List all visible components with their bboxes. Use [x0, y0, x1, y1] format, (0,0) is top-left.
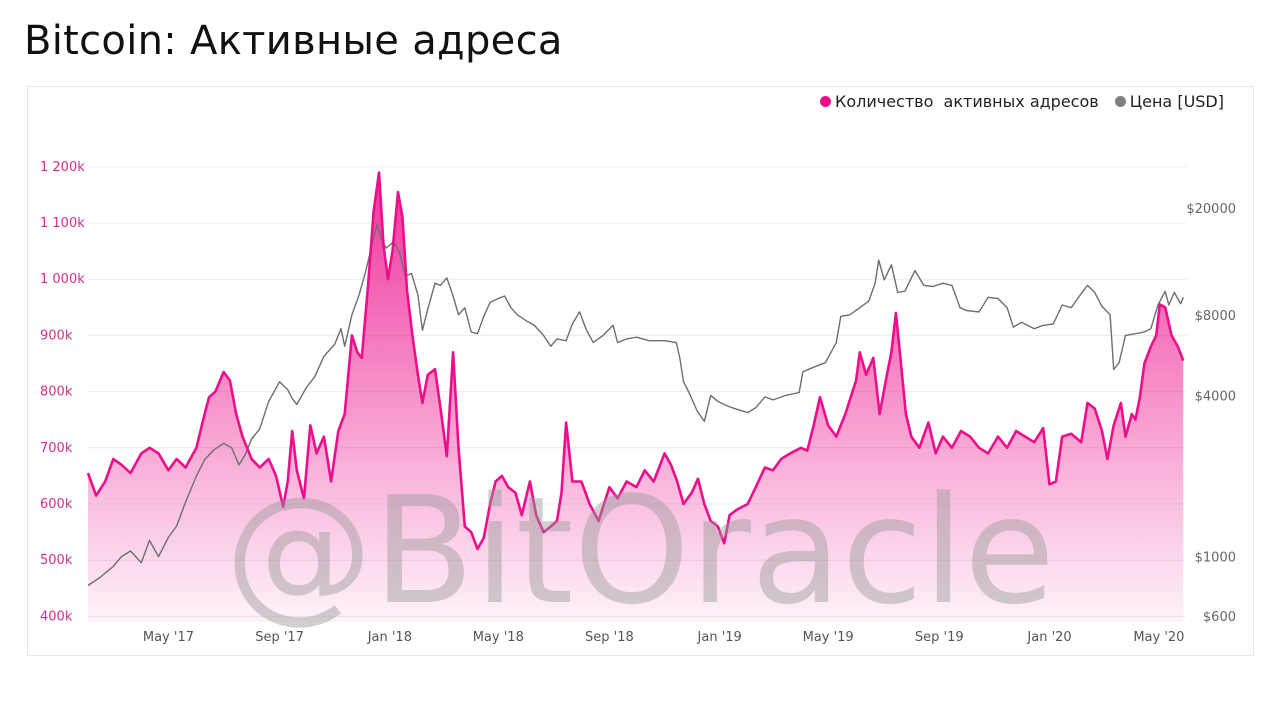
legend-label-active-addresses: Количество активных адресов [834, 92, 1099, 111]
left-axis-tick-label: 500k [40, 553, 73, 568]
right-y-axis: $600 $1000 $4000 $8000 $20000 [1186, 202, 1236, 625]
active-addresses-line [86, 171, 1185, 551]
right-axis-tick-label: $8000 [1195, 309, 1236, 324]
x-axis: May '17 Sep '17 Jan '18 May '18 Sep '18 Jan '… [143, 630, 1185, 645]
legend-label-price: Цена [USD] [1129, 92, 1224, 111]
right-axis-tick-label: $4000 [1195, 389, 1236, 404]
left-y-axis: 400k 500k 600k 700k 800k 900k 1 000k 1 100k 1 20… [40, 160, 85, 625]
watermark: @BitOracle [225, 465, 1055, 637]
right-axis-tick-label: $1000 [1195, 551, 1236, 566]
right-axis-tick-label: $20000 [1186, 202, 1236, 217]
left-axis-tick-label: 1 000k [40, 272, 85, 287]
left-axis-tick-label: 400k [40, 609, 73, 624]
legend: Количество активных адресов Цена [USD] [819, 92, 1224, 111]
left-axis-tick-label: 1 100k [40, 216, 85, 231]
active-addresses-area [88, 172, 1184, 622]
legend-dot-icon [1114, 96, 1126, 107]
legend-dot-icon [819, 96, 831, 107]
left-axis-tick-label: 800k [40, 385, 73, 400]
active-addresses-area-layer [88, 172, 1184, 622]
legend-item-active-addresses[interactable]: Количество активных адресов [819, 92, 1099, 111]
x-axis-tick-label: Jan '18 [367, 630, 412, 645]
left-axis-tick-label: 600k [40, 497, 73, 512]
left-axis-tick-label: 1 200k [40, 160, 85, 175]
page-title: Bitcoin: Активные адреса [24, 18, 563, 64]
price-line-layer [87, 223, 1184, 587]
x-axis-tick-label: Jan '19 [697, 630, 742, 645]
x-axis-tick-label: Sep '17 [255, 630, 304, 645]
x-axis-tick-label: May '17 [143, 630, 194, 645]
x-axis-tick-label: May '19 [803, 630, 854, 645]
left-axis-tick-label: 700k [40, 441, 73, 456]
right-axis-tick-label: $600 [1203, 610, 1236, 625]
x-axis-tick-label: Jan '20 [1026, 630, 1071, 645]
x-axis-tick-label: May '20 [1133, 630, 1184, 645]
x-axis-tick-label: Sep '19 [915, 630, 964, 645]
x-axis-tick-label: Sep '18 [585, 630, 634, 645]
left-axis-tick-label: 900k [40, 328, 73, 343]
legend-item-price[interactable]: Цена [USD] [1114, 92, 1224, 111]
price-line [87, 223, 1184, 587]
x-axis-tick-label: May '18 [473, 630, 524, 645]
active-addresses-line-layer [86, 171, 1185, 551]
